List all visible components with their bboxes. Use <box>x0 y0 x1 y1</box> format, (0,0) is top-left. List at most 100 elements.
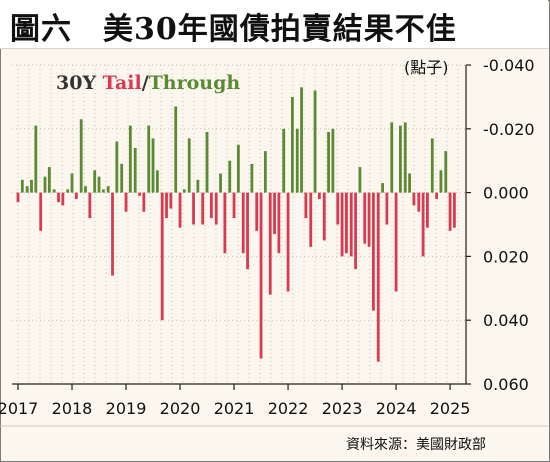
tail-bar <box>178 192 182 228</box>
through-bar <box>187 138 191 193</box>
x-tick-label: 2023 <box>322 399 363 418</box>
through-bar <box>106 186 110 193</box>
tail-bar <box>453 192 456 228</box>
tail-bar <box>363 192 367 244</box>
tail-bar <box>309 192 313 247</box>
tail-bar <box>142 192 146 212</box>
through-bar <box>219 173 222 193</box>
tail-bar <box>448 192 452 231</box>
through-bar <box>97 176 101 193</box>
tail-bar <box>286 192 290 292</box>
source-note: 資料來源：美國財政部 <box>346 437 486 453</box>
through-bar <box>84 186 87 193</box>
tail-bar <box>376 192 380 362</box>
tail-bar <box>57 192 60 203</box>
tail-bar <box>255 192 259 231</box>
through-bar <box>295 128 299 193</box>
tail-bar <box>371 192 375 311</box>
through-bar <box>430 138 434 193</box>
y-tick-label: 0.020 <box>483 247 529 266</box>
tail-bar <box>241 192 245 254</box>
through-bar <box>290 96 294 193</box>
tail-bar <box>246 192 249 270</box>
through-bar <box>390 122 394 193</box>
through-bar <box>43 176 47 193</box>
tail-bar <box>277 192 281 254</box>
tail-bar <box>61 192 65 206</box>
x-tick-label: 2020 <box>160 399 201 418</box>
x-tick-label: 2024 <box>376 399 417 418</box>
through-bar <box>20 179 24 193</box>
through-bar <box>331 128 335 193</box>
tail-bar <box>340 192 344 257</box>
tail-bar <box>426 192 429 228</box>
through-bar <box>34 125 38 193</box>
chart-plot: -0.040 -0.020 0.000 0.020 0.040 0.060 2017 2018… <box>0 56 548 427</box>
y-axis-unit: (點子) <box>404 58 449 77</box>
through-bar <box>47 167 51 193</box>
tail-bar <box>223 192 227 254</box>
x-tick-label: 2025 <box>430 399 471 418</box>
through-bar <box>151 138 155 193</box>
tail-bar <box>232 192 236 219</box>
through-bar <box>25 186 29 193</box>
tail-bar <box>39 192 43 231</box>
legend-tail-label: Tail <box>102 72 142 94</box>
through-bar <box>79 119 83 193</box>
x-tick-label: 2021 <box>214 399 255 418</box>
legend: 30Y Tail/Through <box>56 72 240 94</box>
through-bar <box>93 170 97 193</box>
title-bar: 圖六 美30年國債拍賣結果不佳 <box>0 0 548 49</box>
tail-bar <box>317 192 321 199</box>
tail-bar <box>417 192 421 212</box>
tail-bar <box>421 192 425 257</box>
tail-bar <box>367 192 371 247</box>
legend-prefix: 30Y <box>56 72 97 94</box>
through-bar <box>133 147 137 193</box>
tail-bar <box>124 192 128 212</box>
tail-bar <box>385 192 389 225</box>
through-bar <box>228 160 232 193</box>
x-tick-label: 2018 <box>52 399 93 418</box>
through-bar <box>408 173 411 193</box>
tail-bar <box>88 192 92 219</box>
tail-bar <box>111 192 114 276</box>
tail-bar <box>344 192 348 254</box>
y-tick-label: -0.020 <box>483 120 535 139</box>
through-bar <box>282 128 286 193</box>
tail-bar <box>268 192 272 295</box>
through-bar <box>205 131 209 193</box>
tail-bar <box>435 192 438 199</box>
through-bar <box>182 189 186 193</box>
through-bar <box>115 141 119 193</box>
through-bar <box>327 131 330 193</box>
x-tick-label: 2022 <box>268 399 309 418</box>
tail-bar <box>336 192 340 225</box>
through-bar <box>358 167 362 193</box>
y-tick-label: 0.060 <box>483 375 529 394</box>
tail-bar <box>169 192 173 209</box>
tail-bar <box>273 192 276 235</box>
through-bar <box>439 170 443 193</box>
through-bar <box>70 173 74 193</box>
x-tick-label: 2017 <box>0 399 38 418</box>
tail-bar <box>394 192 398 292</box>
tail-bar <box>304 192 308 219</box>
tail-bar <box>16 192 20 203</box>
through-bar <box>174 106 178 193</box>
y-tick-label: -0.040 <box>483 56 535 75</box>
through-bar <box>101 189 105 193</box>
tail-bar <box>209 192 213 219</box>
tail-bar <box>259 192 263 359</box>
through-bar <box>399 125 402 193</box>
through-bar <box>30 179 33 193</box>
tail-bar <box>74 192 78 199</box>
through-bar <box>250 163 254 193</box>
tail-bar <box>138 192 141 196</box>
tail-bar <box>214 192 218 225</box>
through-bar <box>236 144 240 193</box>
chart-title: 圖六 美30年國債拍賣結果不佳 <box>10 12 457 47</box>
through-bar <box>300 87 303 193</box>
through-bar <box>313 90 317 193</box>
through-bar <box>403 122 407 193</box>
